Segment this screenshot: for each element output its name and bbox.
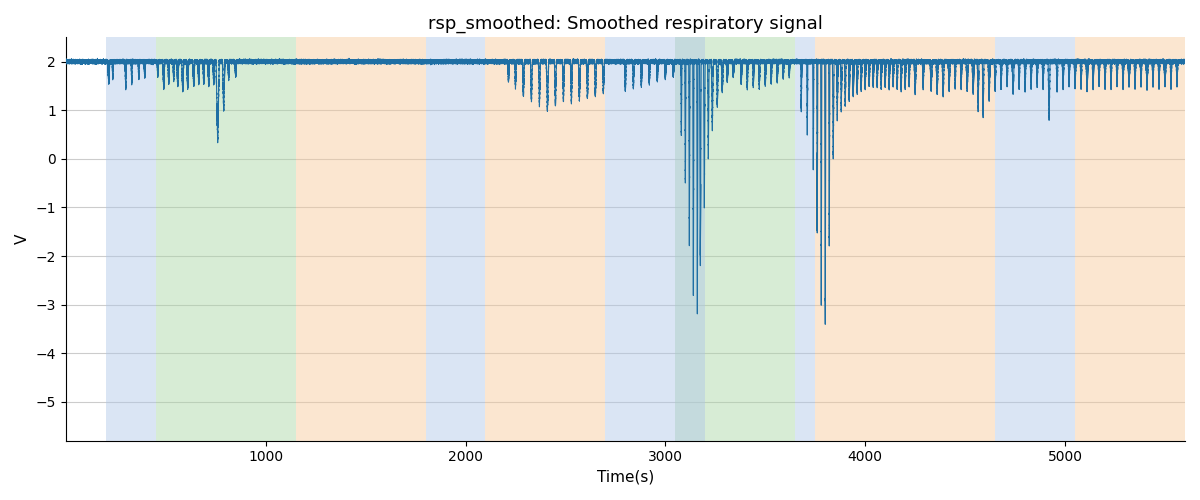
Bar <box>156 38 295 440</box>
Title: rsp_smoothed: Smoothed respiratory signal: rsp_smoothed: Smoothed respiratory signa… <box>428 15 823 34</box>
Bar <box>796 38 815 440</box>
Bar <box>1075 38 1186 440</box>
Bar <box>106 38 156 440</box>
X-axis label: Time(s): Time(s) <box>596 470 654 485</box>
Y-axis label: V: V <box>16 234 30 244</box>
Bar <box>995 38 1075 440</box>
Bar <box>676 38 796 440</box>
Bar <box>295 38 426 440</box>
Bar <box>606 38 676 440</box>
Bar <box>486 38 606 440</box>
Bar <box>676 38 706 440</box>
Bar <box>426 38 486 440</box>
Bar <box>815 38 995 440</box>
